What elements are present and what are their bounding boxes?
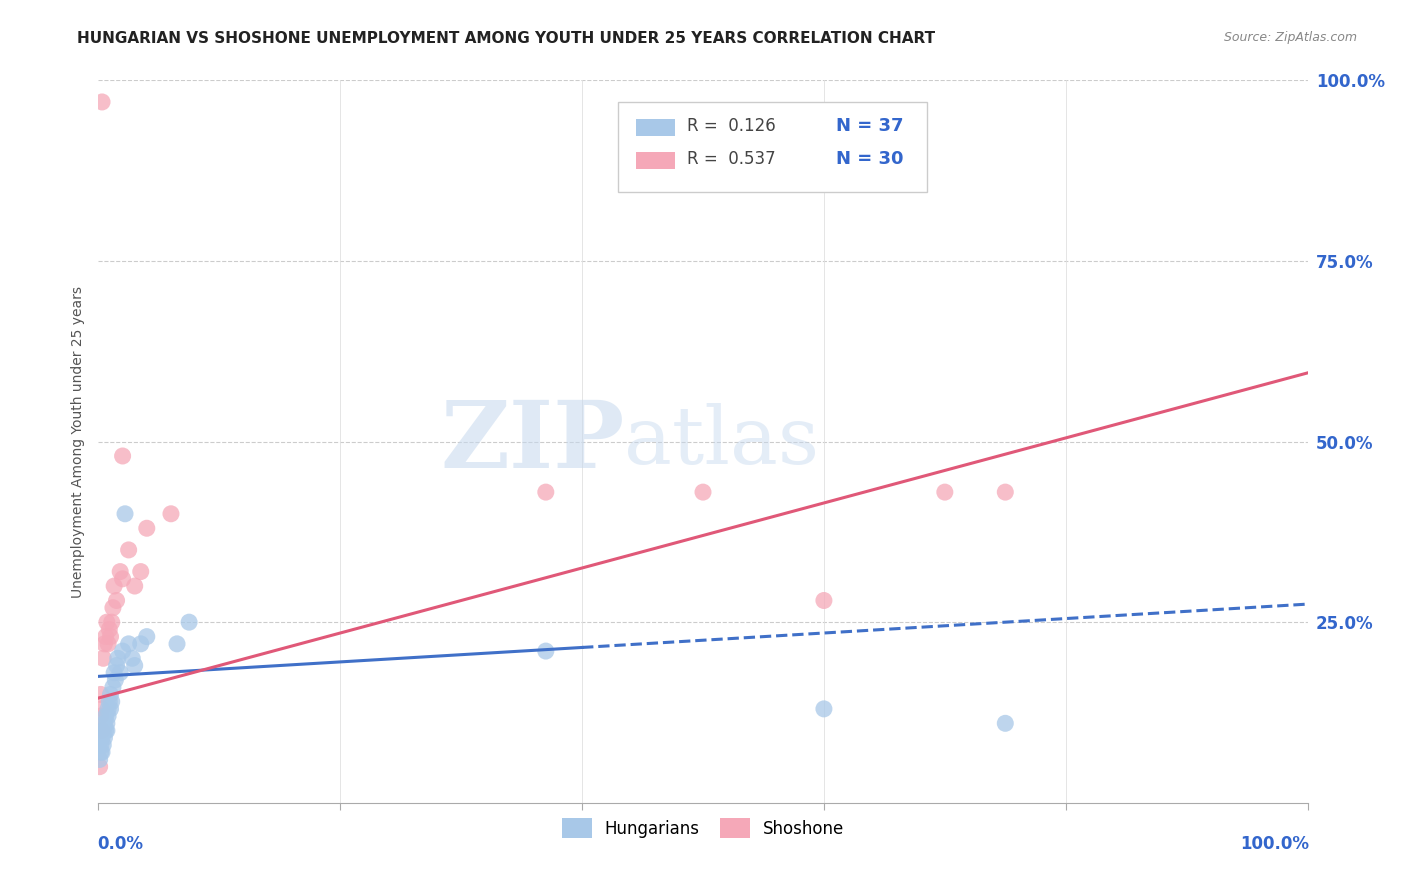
Point [90,738,112,752]
Point [813,593,835,607]
Point [129,637,152,651]
Point [103,579,125,593]
Legend: Hungarians, Shoshone: Hungarians, Shoshone [555,812,851,845]
Point [105,658,128,673]
Y-axis label: Unemployment Among Youth under 25 years: Unemployment Among Youth under 25 years [70,285,84,598]
Point [179,615,201,630]
Point [124,579,146,593]
Point [96,615,118,630]
Point [91,745,114,759]
Point [107,651,129,665]
Point [90,709,112,723]
Text: HUNGARIAN VS SHOSHONE UNEMPLOYMENT AMONG YOUTH UNDER 25 YEARS CORRELATION CHART: HUNGARIAN VS SHOSHONE UNEMPLOYMENT AMONG… [77,31,935,46]
Point [129,565,152,579]
Point [100,687,122,701]
Point [108,565,131,579]
Point [91,731,114,745]
Point [104,673,127,687]
Point [89,760,111,774]
Point [118,542,141,557]
Point [94,630,117,644]
Point [98,623,121,637]
Point [994,716,1017,731]
Point [90,687,112,701]
Point [100,695,122,709]
Point [97,637,120,651]
Point [105,593,128,607]
Point [98,695,121,709]
Point [934,485,956,500]
Point [121,651,143,665]
Point [101,680,124,694]
Point [108,665,131,680]
Point [93,731,115,745]
Text: R =  0.537: R = 0.537 [688,150,776,168]
Text: ZIP: ZIP [440,397,624,486]
Point [994,485,1017,500]
Point [100,630,122,644]
Point [692,485,714,500]
Point [91,702,114,716]
Point [103,665,125,680]
Text: R =  0.126: R = 0.126 [688,117,776,135]
Point [97,702,120,716]
Point [94,723,117,738]
Point [94,709,117,723]
Point [96,716,118,731]
FancyBboxPatch shape [619,102,927,193]
Point [100,702,122,716]
Point [111,572,134,586]
Point [89,752,111,766]
Text: 100.0%: 100.0% [1240,835,1309,854]
Point [124,658,146,673]
Point [534,485,557,500]
Point [135,630,157,644]
Point [93,716,115,731]
Point [91,723,114,738]
Point [91,95,114,109]
Point [96,723,118,738]
Bar [637,152,675,169]
Point [111,449,134,463]
Point [91,723,114,738]
Point [91,738,114,752]
Text: atlas: atlas [624,402,820,481]
Text: 0.0%: 0.0% [97,835,143,854]
Point [97,709,120,723]
Point [160,507,183,521]
Point [118,637,141,651]
Bar [637,119,675,136]
Point [100,615,122,630]
Point [166,637,188,651]
Point [101,600,124,615]
Text: N = 37: N = 37 [837,117,904,135]
Point [111,644,134,658]
Point [114,507,136,521]
Point [91,651,114,665]
Point [135,521,157,535]
Point [813,702,835,716]
Point [90,745,112,759]
Text: N = 30: N = 30 [837,150,904,168]
Text: Source: ZipAtlas.com: Source: ZipAtlas.com [1223,31,1357,45]
Point [93,637,115,651]
Point [534,644,557,658]
